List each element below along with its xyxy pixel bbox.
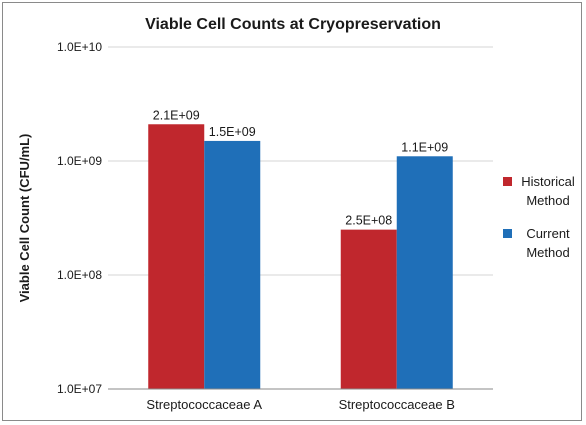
bar — [204, 140, 261, 389]
y-tick-labels: 1.0E+07 1.0E+08 1.0E+09 1.0E+10 — [57, 40, 102, 396]
legend-label: Historical — [521, 174, 575, 189]
bar — [396, 156, 453, 389]
legend-label: Method — [526, 193, 569, 208]
chart: Viable Cell Counts at Cryopreservation V… — [17, 16, 575, 412]
y-tick-label: 1.0E+09 — [57, 154, 102, 168]
data-label: 1.1E+09 — [401, 140, 448, 154]
legend: Historical Method Current Method — [503, 174, 575, 260]
legend-label: Current — [526, 226, 570, 241]
y-axis-label: Viable Cell Count (CFU/mL) — [17, 134, 32, 303]
data-labels: 2.1E+09 1.5E+09 2.5E+08 1.1E+09 — [153, 108, 448, 227]
data-label: 2.1E+09 — [153, 108, 200, 122]
chart-frame: Viable Cell Counts at Cryopreservation V… — [2, 2, 582, 421]
legend-label: Method — [526, 245, 569, 260]
category-label: Streptococcaceae B — [339, 397, 455, 412]
legend-swatch — [503, 229, 512, 238]
bars — [148, 124, 453, 389]
y-tick-label: 1.0E+07 — [57, 382, 102, 396]
y-tick-label: 1.0E+08 — [57, 268, 102, 282]
category-label: Streptococcaceae A — [146, 397, 262, 412]
chart-title: Viable Cell Counts at Cryopreservation — [145, 16, 441, 33]
y-tick-label: 1.0E+10 — [57, 40, 102, 54]
data-label: 2.5E+08 — [345, 214, 392, 228]
legend-swatch — [503, 177, 512, 186]
bar — [148, 124, 205, 389]
bar — [340, 229, 397, 389]
data-label: 1.5E+09 — [209, 125, 256, 139]
category-labels: Streptococcaceae A Streptococcaceae B — [146, 397, 455, 412]
